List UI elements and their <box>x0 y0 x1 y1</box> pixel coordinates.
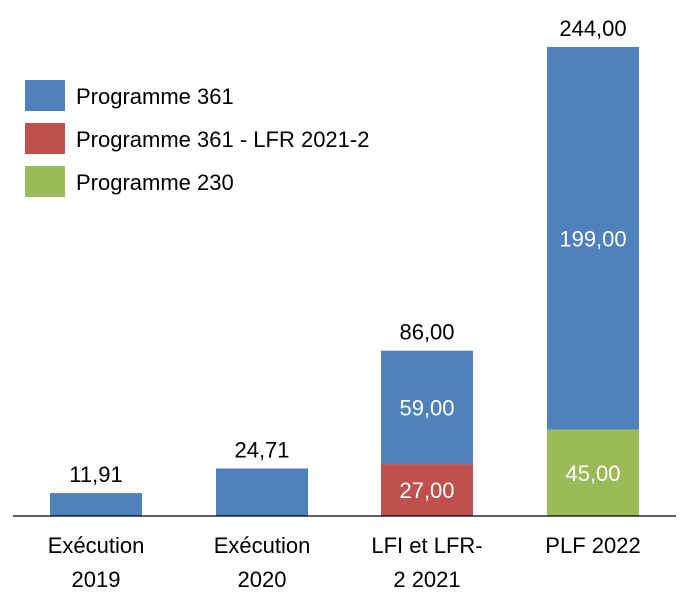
legend-swatch <box>25 123 65 154</box>
legend: Programme 361 Programme 361 - LFR 2021-2 P… <box>25 80 369 197</box>
data-label: 45,00 <box>565 461 620 486</box>
bar-programme-361-1 <box>50 493 142 516</box>
bars-layer <box>50 47 639 516</box>
category-label: 2019 <box>72 567 121 592</box>
category-label: 2020 <box>238 567 287 592</box>
bar-programme-361-4 <box>547 47 639 430</box>
total-label: 11,91 <box>69 462 122 487</box>
legend-label: Programme 361 - LFR 2021-2 <box>76 127 369 152</box>
total-label: 24,71 <box>234 438 289 463</box>
bar-programme-230-4 <box>547 429 639 516</box>
data-label: 59,00 <box>399 395 454 420</box>
category-label: LFI et LFR- <box>371 533 482 558</box>
legend-label: Programme 361 <box>76 84 234 109</box>
bar-programme-361-3 <box>381 350 473 465</box>
data-label: 27,00 <box>399 478 454 503</box>
bar-programme-361-lfr-2021-2-3 <box>381 464 473 516</box>
bar-programme-361-2 <box>216 468 308 516</box>
legend-label: Programme 230 <box>76 170 234 195</box>
labels-layer: 11,91 Exécution 2019 24,71 Exécution 2020 27,0… <box>48 16 641 592</box>
category-label: Exécution <box>48 533 145 558</box>
legend-swatch <box>25 166 65 197</box>
category-label: Exécution <box>214 533 311 558</box>
data-label: 199,00 <box>559 226 626 251</box>
category-label: 2 2021 <box>393 567 460 592</box>
category-label: PLF 2022 <box>545 533 640 558</box>
total-label: 86,00 <box>399 320 454 345</box>
legend-swatch <box>25 80 65 111</box>
total-label: 244,00 <box>559 16 626 41</box>
